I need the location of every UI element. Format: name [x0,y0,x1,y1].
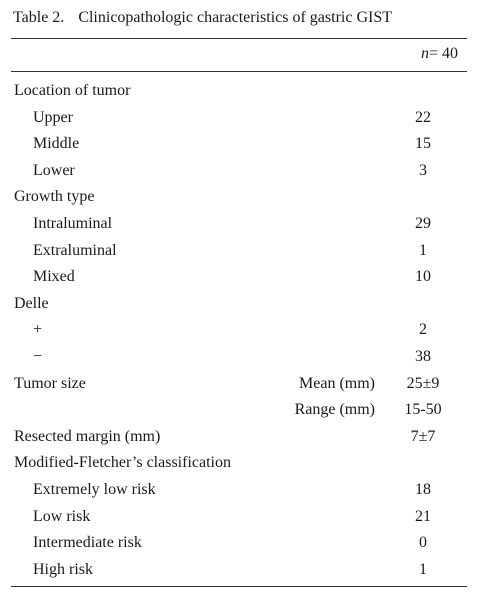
row-label: + [33,321,43,339]
row-label: Growth type [14,188,95,206]
table-row: Extraluminal 1 [0,238,479,265]
row-label: Extremely low risk [33,480,156,498]
table-row: Delle [0,291,479,318]
bottom-rule [11,586,467,587]
sample-size-value: = 40 [428,45,458,62]
table-row: Modified-Fletcher’s classification [0,450,479,477]
row-label: Tumor size [14,374,86,392]
table-row: Intraluminal 29 [0,211,479,238]
row-label: Location of tumor [14,82,131,99]
row-label: Upper [33,108,73,126]
table-row: Upper 22 [0,105,479,132]
row-value: 1 [419,241,427,259]
row-value: 0 [419,534,427,552]
row-label: Intraluminal [33,214,113,232]
table-row: Growth type [0,184,479,211]
row-value: 25±9 [406,374,440,392]
row-value: 10 [415,268,431,286]
row-value: 3 [419,161,427,179]
row-label: − [33,347,43,365]
row-value: 7±7 [410,427,436,445]
row-label: Extraluminal [33,241,117,259]
row-label: Delle [14,294,49,312]
table-caption: Clinicopathologic characteristics of gas… [78,9,392,26]
row-value: 15-50 [404,401,442,419]
row-label: Lower [33,161,75,179]
row-label: Low risk [33,507,91,525]
row-value: 22 [415,108,431,126]
row-value: 29 [415,214,431,232]
sample-size-symbol: n [420,45,429,62]
table-number: Table 2. [13,9,65,26]
row-value: 21 [415,507,431,525]
header-rule [11,71,467,72]
row-measure: Range (mm) [294,401,375,419]
row-label: Resected margin (mm) [14,427,161,445]
table-body: Location of tumor Upper 22 Middle 15 Lower 3 Gr… [0,78,479,583]
row-label: High risk [33,560,93,578]
table-title: Table 2. Clinicopathologic characteristic… [13,9,392,27]
table-row: Extremely low risk 18 [0,477,479,504]
table-row: Mixed 10 [0,264,479,291]
sample-size-header: n= 40 [421,45,458,63]
table-row: High risk 1 [0,557,479,584]
table-row: Low risk 21 [0,504,479,531]
row-label: Modified-Fletcher’s classification [14,454,231,472]
table-row: Range (mm) 15-50 [0,397,479,424]
top-rule [11,38,467,39]
row-label: Mixed [33,268,75,286]
row-value: 1 [419,560,427,578]
row-label: Intermediate risk [33,534,142,552]
table-row: Intermediate risk 0 [0,530,479,557]
table-row: +2 [0,317,479,344]
row-label: Middle [33,135,80,153]
row-value: 38 [415,347,431,365]
table-row: Middle 15 [0,131,479,158]
row-value: 2 [419,321,427,339]
table-row: Resected margin (mm) 7±7 [0,424,479,451]
row-value: 18 [415,480,431,498]
table-row: Lower 3 [0,158,479,185]
table-row: − 38 [0,344,479,371]
row-value: 15 [415,135,431,153]
table-row: Location of tumor [0,78,479,105]
table-row: Tumor size Mean (mm) 25±9 [0,371,479,398]
row-measure: Mean (mm) [299,374,375,392]
